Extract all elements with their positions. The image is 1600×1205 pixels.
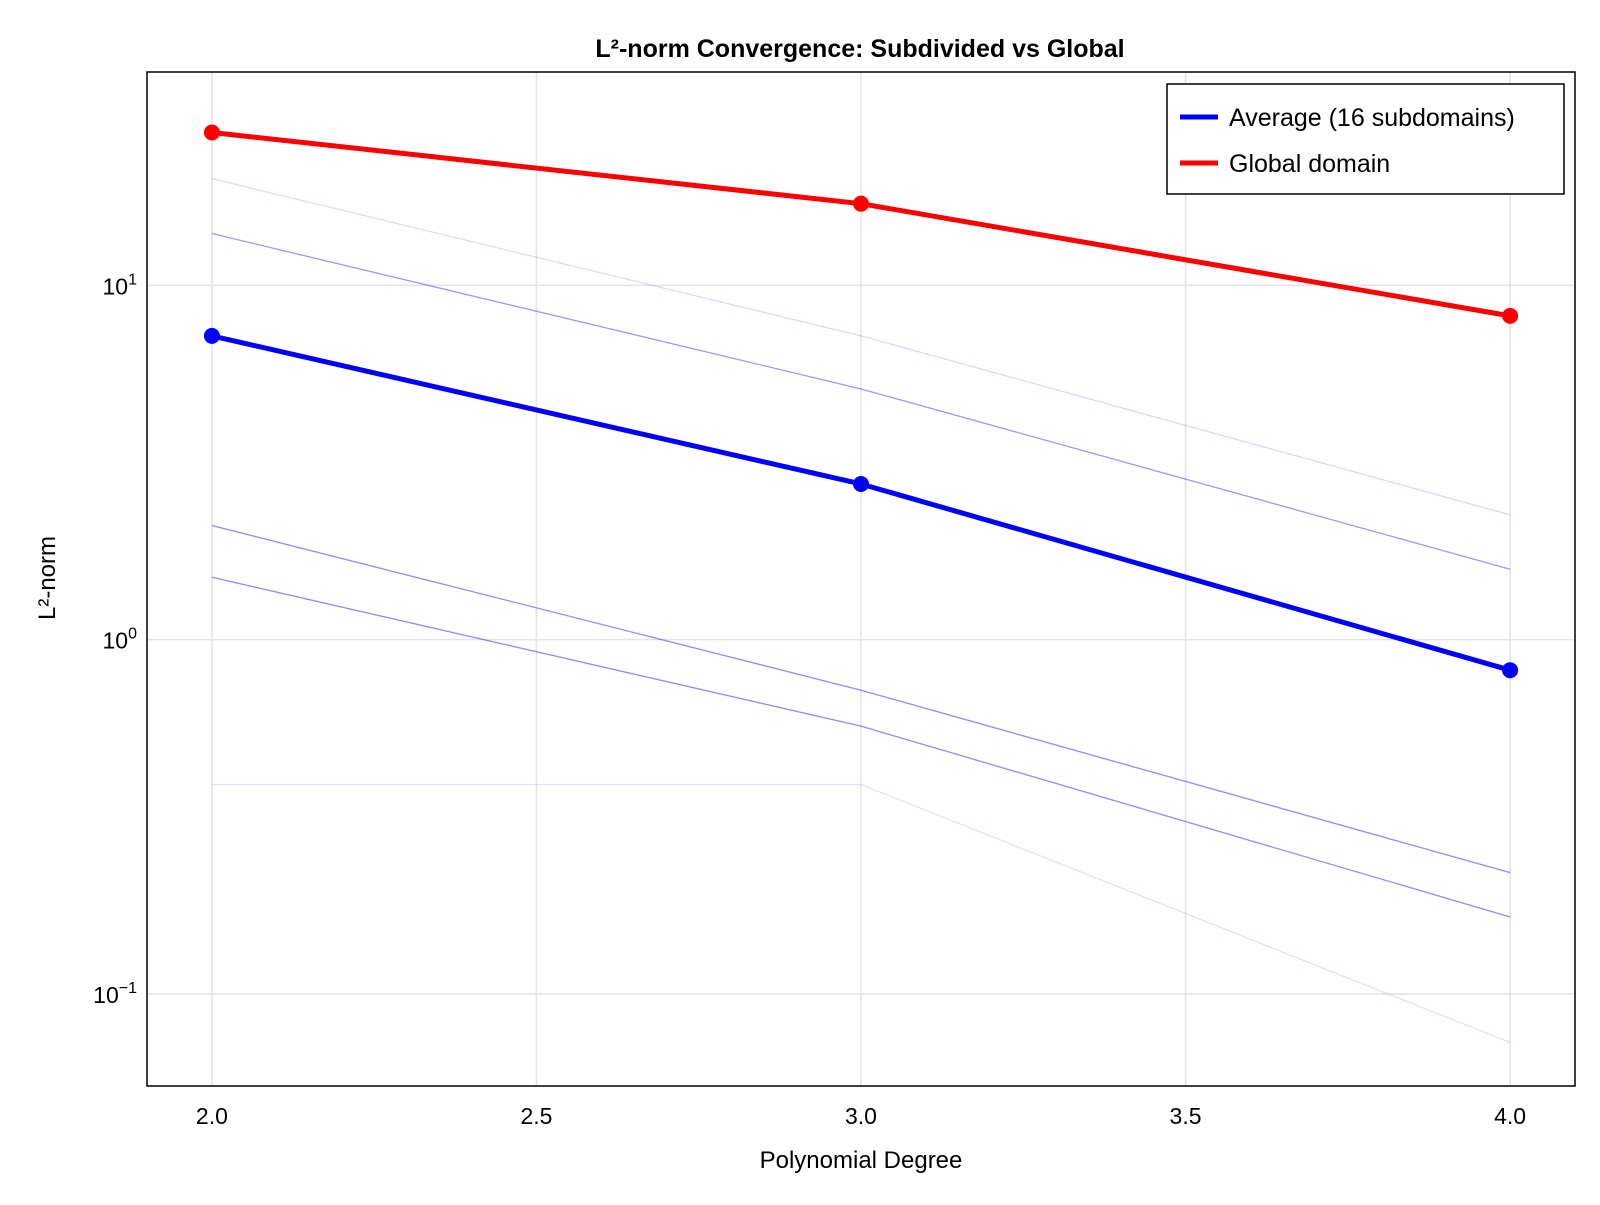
y-axis-label: L²-norm (34, 536, 61, 620)
x-tick-label: 3.5 (1170, 1103, 1202, 1129)
data-point-global (203, 124, 220, 141)
subdomain-line-3 (211, 524, 1511, 874)
grid (147, 72, 1575, 1086)
legend-label-global: Global domain (1229, 150, 1390, 178)
legend-label-average: Average (16 subdomains) (1229, 104, 1515, 132)
data-point-average (853, 475, 869, 492)
y-tick-label: 100 (103, 626, 138, 654)
data-point-global (853, 195, 869, 212)
plot-frame (146, 71, 1576, 1087)
x-axis-label: Polynomial Degree (760, 1147, 963, 1174)
subdomain-line-1 (211, 178, 1511, 516)
data-point-average (1502, 662, 1519, 679)
chart-title: L²-norm Convergence: Subdivided vs Globa… (595, 35, 1124, 63)
legend: Average (16 subdomains) Global domain (1166, 83, 1565, 195)
legend-box (1166, 83, 1565, 195)
x-tick-label: 3.0 (845, 1103, 877, 1129)
x-tick-label: 2.5 (520, 1103, 552, 1129)
data-point-average (203, 327, 220, 344)
x-tick-label: 4.0 (1494, 1103, 1526, 1129)
subdomain-line-5 (211, 783, 1511, 1044)
y-tick-base: 10 (103, 273, 129, 299)
subdomain-line-2 (211, 232, 1511, 570)
y-tick-base: 10 (93, 982, 119, 1008)
data-point-global (1502, 307, 1519, 324)
subdomain-lines (211, 178, 1511, 1044)
y-tick-label: 101 (103, 271, 138, 299)
y-tick-base: 10 (103, 628, 129, 654)
x-tick-label: 2.0 (196, 1103, 228, 1129)
subdomain-line-4 (211, 576, 1511, 918)
main-series (203, 124, 1519, 679)
y-tick-exponent: 1 (128, 271, 137, 288)
x-axis-ticks: 2.0 2.5 3.0 3.5 4.0 (196, 1103, 1526, 1129)
y-tick-exponent: 0 (128, 626, 137, 643)
y-tick-label: 10−1 (93, 980, 137, 1008)
y-tick-exponent: −1 (119, 980, 137, 997)
